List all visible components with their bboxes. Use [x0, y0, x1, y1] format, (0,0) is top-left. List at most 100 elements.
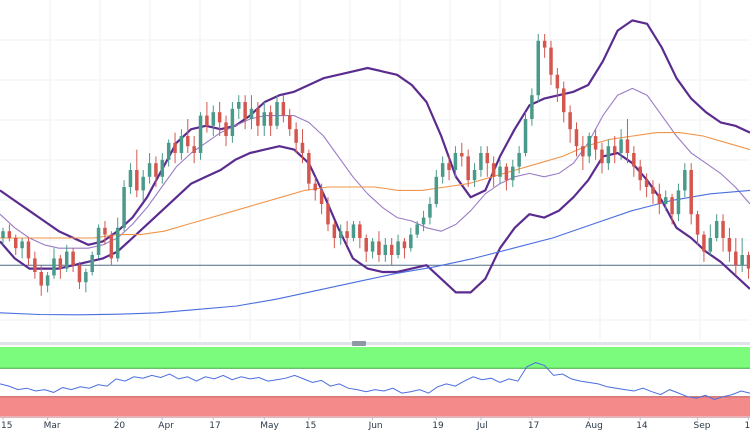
candle-body	[498, 166, 502, 177]
candle-body	[581, 146, 585, 157]
candle	[587, 132, 591, 164]
candle	[128, 163, 133, 194]
candle	[542, 34, 547, 58]
candle	[708, 224, 713, 255]
candle-body	[415, 224, 419, 235]
long-moving-average-line	[0, 189, 750, 316]
candle-body	[708, 238, 713, 252]
candle-body	[332, 224, 337, 238]
candle	[561, 81, 566, 123]
candle	[262, 102, 267, 136]
candle-body	[549, 47, 553, 75]
candle	[115, 217, 120, 262]
candle-body	[542, 40, 547, 48]
x-tick-label: Jun	[368, 421, 383, 430]
x-tick-label: 19	[432, 421, 444, 430]
candle	[702, 231, 706, 262]
candle-body	[90, 255, 94, 272]
candle-body	[300, 142, 305, 153]
candle	[440, 156, 445, 184]
x-tick-label: 18	[745, 421, 750, 430]
candle-body	[192, 146, 196, 153]
candle-body	[52, 258, 56, 276]
candle-body	[619, 139, 623, 153]
candle	[536, 34, 541, 102]
candle	[593, 129, 598, 160]
candle-body	[714, 221, 719, 238]
candle-body	[389, 244, 394, 255]
candle-body	[33, 258, 37, 272]
candle	[657, 183, 662, 215]
candle-body	[734, 251, 738, 266]
candle-body	[313, 183, 317, 191]
candle-body	[651, 187, 655, 194]
candle-body	[1, 231, 5, 238]
candle	[568, 105, 572, 143]
panel-divider	[0, 342, 750, 345]
candle-body	[128, 170, 133, 187]
candle	[243, 95, 247, 130]
candle	[249, 95, 254, 130]
candle-body	[319, 190, 324, 204]
candle	[727, 227, 732, 262]
candle	[160, 153, 165, 184]
candle-body	[84, 272, 88, 283]
bollinger-lower-band-line	[0, 145, 750, 294]
candle-body	[523, 119, 528, 153]
candle	[58, 255, 63, 279]
candle	[268, 105, 273, 136]
candle	[453, 146, 458, 177]
panel-resize-handle[interactable]	[352, 341, 366, 346]
candle-body	[370, 241, 375, 252]
candle-body	[230, 108, 235, 136]
candle	[307, 149, 311, 191]
x-tick-label: Sep	[694, 421, 711, 430]
candle	[217, 102, 222, 136]
candle-body	[115, 227, 120, 259]
candle	[281, 95, 286, 123]
candle-body	[45, 275, 50, 286]
candle	[555, 68, 560, 102]
candle	[517, 146, 521, 174]
candle	[154, 156, 158, 187]
candle-body	[568, 112, 572, 130]
candle	[166, 139, 171, 167]
candle-body	[109, 234, 114, 259]
x-tick-label: Mar	[44, 421, 61, 430]
candle	[205, 102, 209, 133]
candle	[644, 173, 649, 198]
candle	[402, 238, 407, 259]
oscillator-line	[0, 362, 750, 401]
candle-body	[555, 74, 560, 89]
candle-body	[434, 176, 439, 204]
candle-body	[262, 112, 267, 126]
candle	[734, 238, 738, 276]
candle	[676, 183, 681, 221]
candle	[600, 142, 604, 174]
candle-body	[536, 40, 541, 96]
candle	[364, 234, 368, 262]
candle	[338, 224, 343, 245]
candle-body	[663, 197, 668, 204]
x-tick-label: May	[260, 421, 279, 430]
candle	[45, 272, 50, 293]
candle-body	[71, 251, 75, 266]
candle	[351, 221, 356, 242]
candle-body	[644, 180, 649, 187]
candle	[689, 163, 693, 225]
candle	[498, 159, 502, 184]
candle	[300, 129, 305, 164]
candle-body	[205, 115, 209, 126]
candle	[198, 112, 203, 160]
candle-body	[440, 163, 445, 177]
candle-body	[727, 238, 732, 252]
candle-body	[166, 142, 171, 160]
candle	[64, 244, 69, 272]
candle-body	[453, 153, 458, 170]
candle	[26, 238, 31, 266]
candle	[721, 214, 725, 252]
candle-body	[268, 112, 273, 126]
candle-body	[179, 136, 184, 153]
candle-body	[402, 241, 407, 249]
candle	[581, 136, 585, 170]
